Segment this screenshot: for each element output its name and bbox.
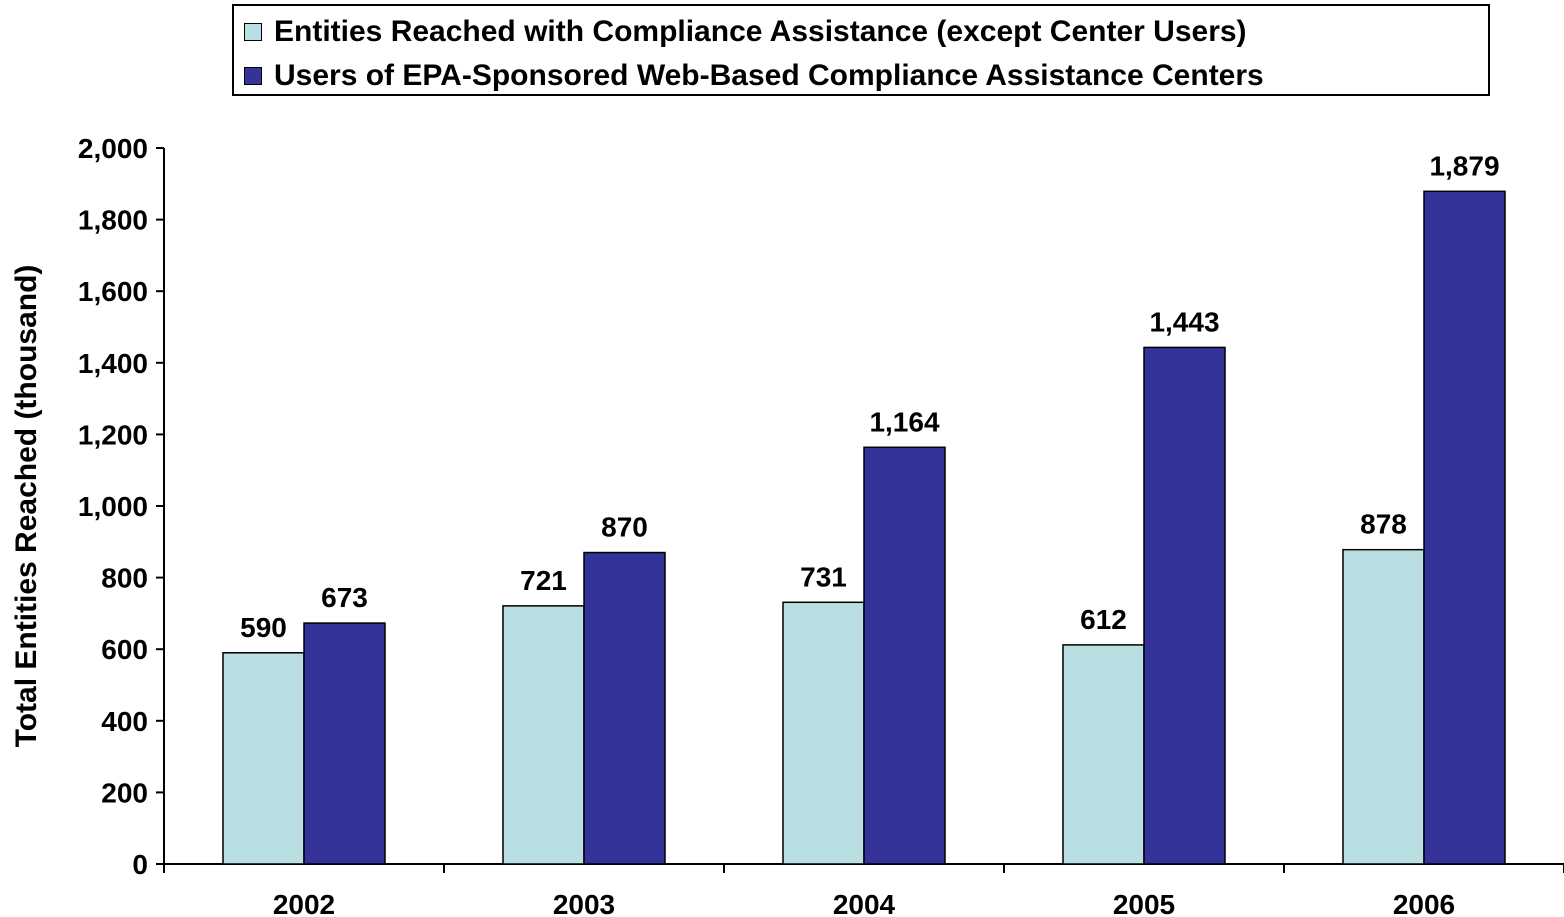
legend-label: Users of EPA-Sponsored Web-Based Complia… (274, 59, 1264, 92)
legend-swatch-light (244, 23, 262, 41)
x-tick-label: 2006 (1393, 889, 1455, 917)
data-label: 1,443 (1149, 306, 1219, 337)
data-label: 673 (321, 582, 368, 613)
bar-center-users-2005 (1143, 346, 1226, 865)
y-tick-label: 2,000 (78, 133, 148, 164)
x-axis: 2002 2003 2004 2005 2006 (163, 863, 1564, 917)
bar-entities-reached-2003 (502, 605, 585, 865)
data-label: 612 (1080, 604, 1127, 635)
bar-entities-reached-2006 (1342, 548, 1425, 865)
bar-center-users-2002 (303, 622, 386, 865)
bar-entities-reached-2005 (1062, 644, 1145, 865)
legend-item-entities-reached: Entities Reached with Compliance Assista… (244, 12, 1247, 52)
y-axis: 0 200 400 600 800 1,000 1,200 1,400 1,600 1,800 2,… (78, 133, 165, 880)
y-tick-label: 1,000 (78, 491, 148, 522)
y-tick-label: 1,600 (78, 276, 148, 307)
bar-center-users-2004 (863, 446, 946, 865)
data-label: 721 (520, 565, 567, 596)
x-tick-label: 2004 (833, 889, 896, 917)
bars (222, 190, 1506, 865)
y-tick-label: 200 (101, 777, 148, 808)
x-tick-label: 2002 (273, 889, 335, 917)
legend-label: Entities Reached with Compliance Assista… (274, 15, 1247, 48)
y-tick-label: 1,800 (78, 205, 148, 236)
data-label: 1,164 (869, 406, 939, 437)
y-tick-label: 1,200 (78, 419, 148, 450)
legend-item-center-users: Users of EPA-Sponsored Web-Based Complia… (244, 56, 1264, 96)
x-tick-label: 2003 (553, 889, 615, 917)
data-label: 870 (601, 512, 648, 543)
y-axis-title: Total Entities Reached (thousand) (10, 265, 43, 748)
bar-center-users-2003 (583, 551, 666, 865)
y-tick-label: 0 (132, 849, 148, 880)
data-label: 1,879 (1429, 150, 1499, 181)
y-tick-label: 800 (101, 563, 148, 594)
legend-swatch-dark (244, 67, 262, 85)
x-tick-label: 2005 (1113, 889, 1175, 917)
bar-entities-reached-2004 (782, 601, 865, 865)
y-tick-label: 600 (101, 634, 148, 665)
data-label: 590 (240, 612, 287, 643)
data-label: 731 (800, 561, 847, 592)
bar-entities-reached-2002 (222, 652, 305, 865)
y-tick-label: 400 (101, 706, 148, 737)
data-labels: 590 721 731 612 878 673 870 1,164 1,443 1,879 (240, 150, 1499, 642)
legend: Entities Reached with Compliance Assista… (232, 4, 1490, 96)
bar-center-users-2006 (1423, 190, 1506, 865)
data-label: 878 (1360, 509, 1407, 540)
y-tick-label: 1,400 (78, 348, 148, 379)
